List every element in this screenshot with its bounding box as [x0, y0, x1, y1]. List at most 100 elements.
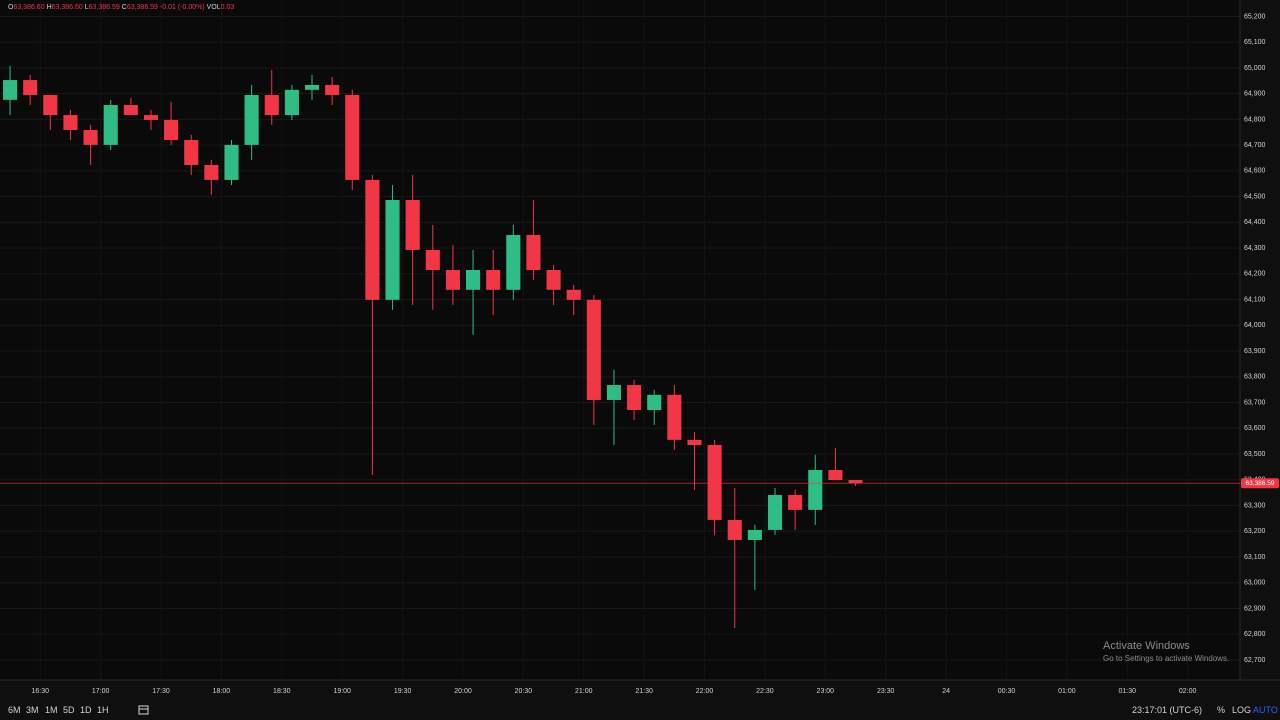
readout-volume: 0.03 [220, 4, 235, 11]
date-range-icon[interactable] [138, 704, 149, 715]
candle-body [405, 199, 420, 250]
candle-body [767, 494, 783, 530]
x-tick-label: 19:30 [394, 688, 412, 695]
candle-body [304, 84, 320, 90]
candle-body [586, 299, 601, 400]
candle-body [788, 494, 803, 510]
y-tick-label: 64,800 [1244, 116, 1266, 123]
x-tick-label: 17:00 [92, 688, 110, 695]
y-tick-label: 64,200 [1244, 271, 1266, 278]
candle-body [466, 269, 481, 290]
x-tick-label: 18:30 [273, 688, 291, 695]
y-tick-label: 63,200 [1244, 528, 1266, 535]
y-tick-label: 62,800 [1244, 631, 1266, 638]
x-tick-label: 16:30 [31, 688, 49, 695]
readout-key: C [121, 4, 127, 11]
candle-body [506, 234, 521, 290]
candle-body [727, 519, 742, 540]
y-tick-label: 65,100 [1244, 39, 1266, 46]
readout-value: 63,386.59 [88, 4, 120, 11]
x-tick-label: 00:30 [998, 688, 1016, 695]
candle-body [486, 269, 501, 290]
candle-body [3, 80, 18, 100]
y-tick-label: 64,700 [1244, 142, 1266, 149]
candle-body [848, 480, 863, 484]
y-tick-label: 63,600 [1244, 425, 1266, 432]
candle-body [385, 199, 400, 300]
candle-body [284, 89, 299, 116]
last-price-label: 63,386.59 [1246, 480, 1275, 487]
clock: 23:17:01 (UTC-6) [1132, 705, 1203, 715]
y-tick-label: 63,300 [1244, 502, 1266, 509]
candle-body [325, 84, 340, 95]
log-toggle[interactable]: LOG [1232, 705, 1252, 715]
y-tick-label: 62,900 [1244, 605, 1266, 612]
x-tick-label: 18:00 [213, 688, 231, 695]
y-tick-label: 63,500 [1244, 451, 1266, 458]
candle-body [224, 144, 239, 180]
readout-change: -0.01 (-0.00%) [159, 4, 205, 11]
candle-body [264, 94, 279, 116]
candle-body [606, 385, 622, 400]
ohlc-readout: O63,386.60 H63,386.60 L63,386.59 C63,386… [8, 4, 234, 11]
watermark-title: Activate Windows [1103, 640, 1190, 652]
y-tick-label: 65,200 [1244, 13, 1266, 20]
x-tick-label: 01:30 [1119, 688, 1137, 695]
x-tick-label: 23:00 [817, 688, 835, 695]
y-tick-label: 64,400 [1244, 219, 1266, 226]
readout-value: 63,386.60 [13, 4, 45, 11]
candle-body [204, 164, 219, 180]
y-tick-label: 64,000 [1244, 322, 1266, 329]
candle-body [63, 115, 78, 130]
y-tick-label: 63,000 [1244, 580, 1266, 587]
x-tick-label: 23:30 [877, 688, 895, 695]
candle-body [546, 269, 561, 290]
candle-body [244, 94, 259, 145]
x-tick-label: 22:00 [696, 688, 714, 695]
candle-body [647, 394, 662, 411]
y-tick-label: 64,900 [1244, 91, 1266, 98]
candle-body [184, 140, 199, 165]
candle-body [103, 105, 118, 145]
watermark: Activate Windows Go to Settings to activ… [1103, 640, 1229, 663]
range-button[interactable]: 1M [45, 705, 58, 715]
candle-body [365, 179, 380, 300]
x-tick-label: 01:00 [1058, 688, 1076, 695]
range-button[interactable]: 1H [97, 705, 109, 715]
candle-body [345, 94, 360, 180]
candle-body [23, 80, 38, 95]
candle-body [627, 385, 642, 411]
percent-toggle[interactable]: % [1217, 705, 1226, 715]
readout-key: H [46, 4, 52, 11]
y-tick-label: 64,100 [1244, 296, 1266, 303]
candle-body [526, 234, 541, 270]
range-button[interactable]: 1D [80, 705, 92, 715]
x-tick-label: 22:30 [756, 688, 774, 695]
candle-body [43, 94, 58, 116]
y-tick-label: 64,300 [1244, 245, 1266, 252]
toolbar: 6M 3M 1M 5D 1D 1H 23:17:01 (UTC-6) % LOG… [0, 700, 1280, 720]
candle-body [425, 249, 440, 270]
candle-body [445, 269, 460, 290]
range-button[interactable]: 6M [8, 705, 21, 715]
y-tick-label: 65,000 [1244, 65, 1266, 72]
candle-body [164, 119, 179, 141]
range-button[interactable]: 5D [63, 705, 75, 715]
y-tick-label: 63,700 [1244, 399, 1266, 406]
x-tick-label: 19:00 [333, 688, 351, 695]
candle-body [123, 105, 138, 116]
readout-value: 63,386.59 [126, 4, 158, 11]
x-tick-label: 17:30 [152, 688, 170, 695]
candle-body [808, 469, 823, 510]
y-tick-label: 64,600 [1244, 168, 1266, 175]
y-tick-label: 63,900 [1244, 348, 1266, 355]
auto-toggle[interactable]: AUTO [1253, 705, 1278, 715]
candle-body [83, 129, 98, 145]
range-button[interactable]: 3M [26, 705, 39, 715]
plot-background [0, 0, 1240, 680]
x-tick-label: 21:00 [575, 688, 593, 695]
candle-body [667, 394, 682, 440]
candle-body [687, 439, 702, 446]
y-tick-label: 64,500 [1244, 193, 1266, 200]
candle-body [747, 529, 762, 540]
